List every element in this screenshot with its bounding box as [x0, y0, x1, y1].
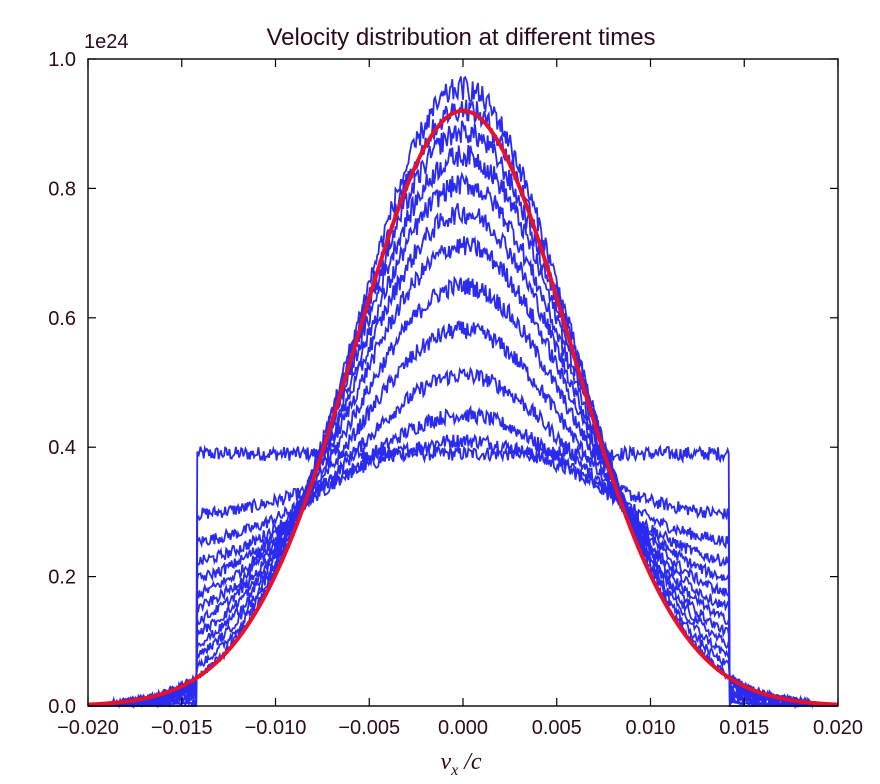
x-tick-label: 0.000 — [438, 717, 488, 739]
y-tick-label: 0.4 — [48, 437, 76, 459]
series-line-evolving — [87, 275, 839, 708]
y-tick-label: 0.6 — [48, 308, 76, 330]
ticks-layer: −0.020 −0.015 −0.010 −0.005 0.000 0.005 0.010 0… — [48, 49, 863, 739]
y-tick-label: 0.8 — [48, 178, 76, 200]
y-tick-label: 1.0 — [48, 49, 76, 71]
series-line-evolving — [87, 202, 839, 709]
x-label-sub: x — [450, 762, 458, 779]
x-tick-label: 0.005 — [532, 717, 582, 739]
x-tick-label: 0.020 — [813, 717, 863, 739]
x-tick-label: −0.020 — [57, 717, 119, 739]
axes-frame — [87, 58, 839, 707]
y-axis-offset-label: 1e24 — [84, 31, 129, 53]
series-line-equilibrium — [87, 108, 839, 707]
x-tick-label: −0.015 — [151, 717, 213, 739]
series-line-evolving — [87, 75, 839, 709]
x-label-v: v — [440, 749, 451, 775]
x-label-rest: /c — [458, 749, 482, 775]
series-line-evolving — [87, 366, 839, 709]
x-tick-label: −0.010 — [245, 717, 307, 739]
series-line-evolving — [87, 145, 839, 708]
series-line-evolving — [87, 235, 839, 710]
x-tick-label: 0.010 — [625, 717, 675, 739]
x-axis-label: vx /c — [440, 749, 481, 779]
x-tick-label: −0.005 — [338, 717, 400, 739]
series-line-evolving — [87, 171, 839, 709]
series-line-evolving — [87, 120, 839, 708]
chart-title: Velocity distribution at different times — [266, 24, 655, 51]
y-tick-label: 0.2 — [48, 567, 76, 589]
series-line-evolving — [88, 443, 838, 707]
x-tick-label: 0.015 — [719, 717, 769, 739]
y-tick-label: 0.0 — [48, 696, 76, 718]
series-line-evolving — [87, 433, 839, 707]
series-layer — [87, 75, 839, 710]
series-line-evolving — [87, 404, 839, 708]
series-line-evolving — [87, 99, 839, 708]
series-line-evolving — [87, 320, 839, 708]
